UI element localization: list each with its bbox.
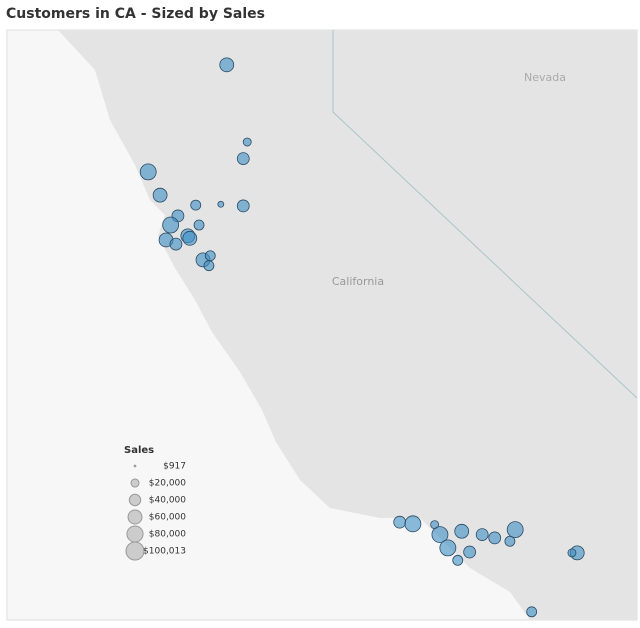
bubble	[452, 554, 464, 566]
bubble	[431, 526, 449, 544]
bubble	[236, 199, 250, 213]
legend-label: $20,000	[149, 479, 186, 489]
bubble	[236, 152, 250, 165]
bubble	[190, 199, 202, 211]
legend-swatch	[128, 493, 142, 507]
bubble	[169, 237, 183, 251]
legend-label: $80,000	[149, 530, 186, 540]
bubble	[454, 523, 470, 539]
legend-label: $40,000	[149, 496, 186, 506]
legend-label: $917	[163, 462, 186, 472]
legend-swatch	[133, 464, 137, 468]
bubble	[204, 250, 216, 262]
bubble	[193, 219, 205, 231]
land	[58, 30, 637, 620]
region-label: Nevada	[524, 71, 566, 84]
legend-swatch	[125, 541, 145, 561]
legend: Sales $917 $20,000 $40,000 $60,000 $80,000 $1…	[124, 445, 186, 561]
legend-label: $100,013	[143, 547, 186, 557]
legend-swatch	[126, 525, 144, 543]
bubble	[526, 606, 538, 618]
bubble	[139, 163, 157, 181]
bubble	[404, 515, 422, 533]
bubble	[203, 260, 215, 272]
bubble	[219, 57, 235, 73]
legend-title: Sales	[124, 445, 154, 456]
bubble	[506, 521, 524, 539]
bubble	[504, 535, 516, 547]
bubble	[242, 137, 252, 147]
bubble	[463, 545, 477, 559]
region-label: California	[332, 275, 384, 288]
title: Customers in CA - Sized by Sales	[6, 6, 265, 22]
bubble	[475, 528, 489, 541]
bubble	[162, 216, 180, 234]
bubble	[217, 200, 225, 208]
bubble	[439, 539, 457, 557]
legend-label: $60,000	[149, 513, 186, 523]
bubble	[488, 531, 502, 545]
bubble	[393, 515, 407, 529]
legend-swatch	[127, 509, 143, 525]
state-border	[332, 30, 638, 399]
bubble	[152, 187, 168, 203]
bubble	[567, 548, 577, 558]
bubble	[182, 230, 198, 246]
legend-swatch	[130, 478, 140, 488]
bubbles	[139, 57, 585, 618]
